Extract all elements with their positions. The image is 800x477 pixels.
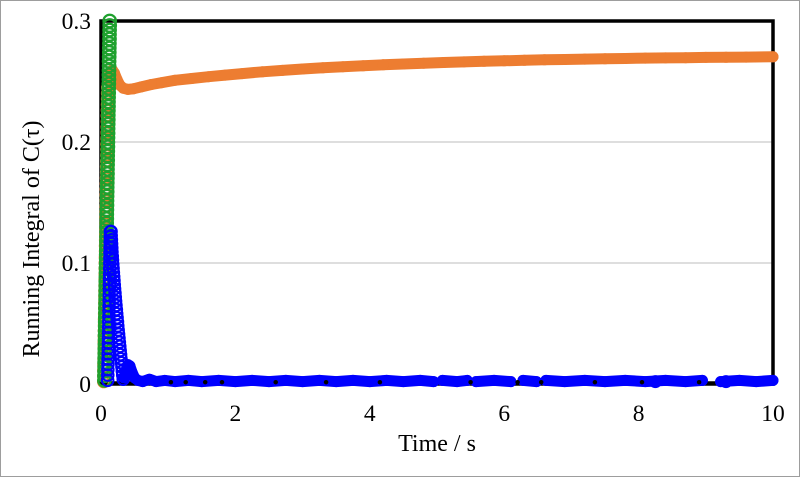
marker-black-peek-dots [168,379,174,385]
marker-blue-running-integral [750,376,762,388]
marker-blue-running-integral [414,374,426,386]
y-tick-label: 0.1 [62,251,91,277]
marker-blue-running-integral [280,374,292,386]
marker-orange-running-integral [203,71,214,83]
marker-orange-running-integral [236,68,248,80]
marker-orange-running-integral [518,54,530,66]
marker-blue-running-integral [246,374,258,386]
marker-orange-running-integral [317,62,329,74]
marker-black-peek-dots [538,379,544,385]
marker-orange-running-integral [357,60,369,72]
marker-orange-running-integral [156,77,167,89]
marker-black-peek-dots [696,379,702,385]
marker-orange-running-integral [276,64,288,76]
marker-blue-running-integral [381,374,393,386]
marker-blue-running-integral [470,376,482,388]
marker-blue-running-integral [347,374,359,386]
marker-blue-running-integral [559,376,571,388]
marker-blue-running-integral [397,376,409,388]
marker-blue-running-integral [150,376,162,388]
marker-black-peek-dots [219,379,225,385]
marker-blue-running-integral [364,376,376,388]
marker-orange-running-integral [186,73,198,84]
marker-blue-running-integral [680,376,692,388]
marker-blue-running-integral [229,376,241,388]
marker-orange-running-integral [700,51,712,63]
y-tick-label: 0.3 [62,9,91,35]
y-tick-label: 0 [79,372,91,398]
marker-blue-running-integral [488,374,500,386]
x-tick-label: 2 [230,401,242,427]
marker-blue-running-integral [531,376,542,388]
marker-blue-open-accents [648,375,662,389]
marker-blue-running-integral [169,376,181,388]
marker-orange-running-integral [639,52,651,64]
marker-orange-running-integral [297,63,309,75]
marker-orange-running-integral [337,61,349,73]
marker-orange-running-integral [619,53,631,64]
y-tick-label: 0.2 [62,130,91,156]
marker-blue-running-integral [505,376,517,388]
marker-black-peek-dots [273,379,278,385]
marker-black-peek-dots [377,379,383,385]
marker-green-initial-rise [102,22,117,38]
marker-blue-running-integral [619,374,631,386]
marker-black-peek-dots [323,379,329,385]
marker-orange-running-integral [539,54,550,66]
marker-blue-running-integral [263,376,275,388]
marker-orange-running-integral [219,69,231,81]
marker-orange-running-integral [377,59,389,71]
marker-blue-running-integral [330,376,342,388]
marker-orange-running-integral [418,57,430,69]
marker-orange-running-integral [256,66,268,78]
x-axis-title: Time / s [398,431,476,457]
marker-black-peek-dots [468,379,473,385]
x-tick-label: 4 [364,401,376,427]
marker-orange-running-integral [458,56,470,68]
marker-blue-running-integral [159,374,171,386]
marker-black-peek-dots [592,379,598,385]
marker-orange-running-integral [579,53,591,65]
marker-blue-running-integral [767,374,779,386]
marker-blue-running-integral [313,374,325,386]
marker-orange-running-integral [145,79,157,90]
marker-blue-running-integral [660,374,671,386]
marker-orange-running-integral [397,58,409,70]
marker-orange-running-integral [740,51,752,63]
marker-blue-running-integral [579,374,591,386]
marker-orange-running-integral [478,55,490,67]
x-tick-label: 8 [633,401,645,427]
marker-green-initial-rise [102,13,118,29]
marker-black-peek-dots [639,379,645,385]
marker-blue-running-integral [436,374,448,386]
marker-green-initial-rise [102,18,118,33]
marker-blue-open-accents [719,375,733,389]
marker-orange-running-integral [680,52,692,64]
marker-black-peek-dots [202,379,208,385]
marker-blue-running-integral [428,376,440,388]
marker-blue-running-integral [733,374,745,386]
marker-orange-running-integral [438,57,450,68]
x-tick-label: 0 [95,401,107,427]
marker-orange-running-integral [559,54,571,65]
marker-blue-running-integral [297,376,309,388]
marker-orange-running-integral [720,51,732,63]
marker-blue-running-integral [451,376,463,388]
marker-orange-running-integral [135,81,147,93]
marker-black-peek-dots [515,379,520,385]
marker-orange-running-integral [660,52,671,64]
x-tick-label: 10 [761,401,785,427]
marker-orange-running-integral [767,51,779,63]
y-axis-title: Running Integral of C(τ) [19,120,45,358]
x-tick-label: 6 [498,401,510,427]
marker-blue-running-integral [517,374,529,386]
marker-orange-running-integral [498,55,510,67]
marker-orange-running-integral [599,53,611,65]
marker-orange-running-integral [169,74,181,86]
marker-black-peek-dots [183,379,188,385]
marker-blue-running-integral [599,376,611,388]
